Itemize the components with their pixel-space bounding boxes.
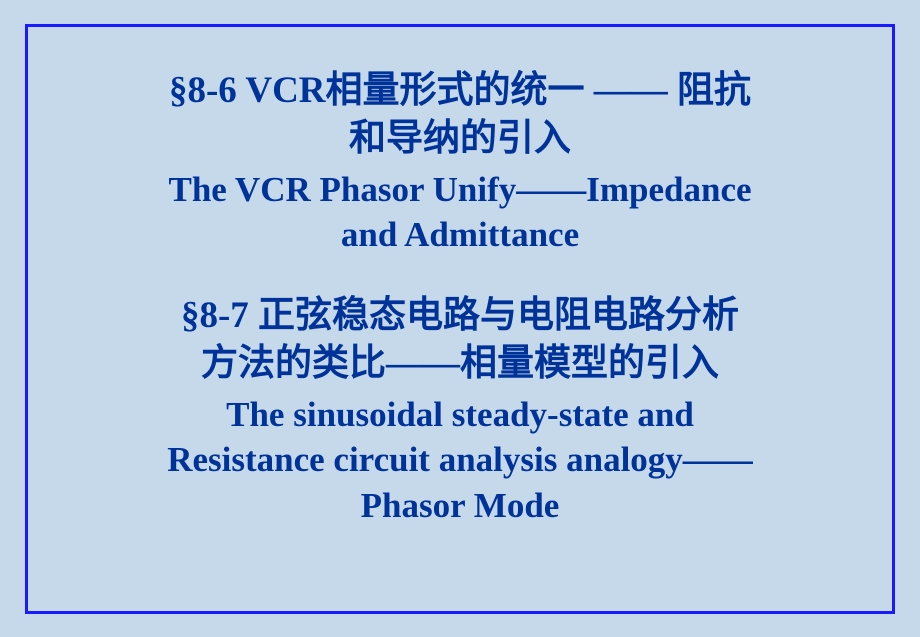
section-title-en: The VCR Phasor Unify——Impedance and Admi… [68, 167, 852, 258]
zh-line-1: §8-7 正弦稳态电路与电阻电路分析 [181, 295, 739, 336]
section-title-zh: §8-7 正弦稳态电路与电阻电路分析 方法的类比——相量模型的引入 [68, 292, 852, 388]
en-line-2: Resistance circuit analysis analogy—— [167, 440, 753, 479]
en-line-1: The sinusoidal steady-state and [226, 395, 694, 434]
zh-line-2: 方法的类比——相量模型的引入 [201, 343, 719, 384]
section-title-zh: §8-6 VCR相量形式的统一 —— 阻抗 和导纳的引入 [68, 67, 852, 163]
slide-frame: §8-6 VCR相量形式的统一 —— 阻抗 和导纳的引入 The VCR Pha… [25, 24, 895, 614]
en-line-1: The VCR Phasor Unify——Impedance [168, 170, 751, 209]
zh-line-2: 和导纳的引入 [349, 118, 571, 159]
en-line-2: and Admittance [341, 215, 579, 254]
zh-line-1: §8-6 VCR相量形式的统一 —— 阻抗 [169, 70, 751, 111]
en-line-3: Phasor Mode [361, 486, 560, 525]
section-title-en: The sinusoidal steady-state and Resistan… [68, 392, 852, 529]
section-8-6: §8-6 VCR相量形式的统一 —— 阻抗 和导纳的引入 The VCR Pha… [68, 67, 852, 258]
section-8-7: §8-7 正弦稳态电路与电阻电路分析 方法的类比——相量模型的引入 The si… [68, 292, 852, 529]
